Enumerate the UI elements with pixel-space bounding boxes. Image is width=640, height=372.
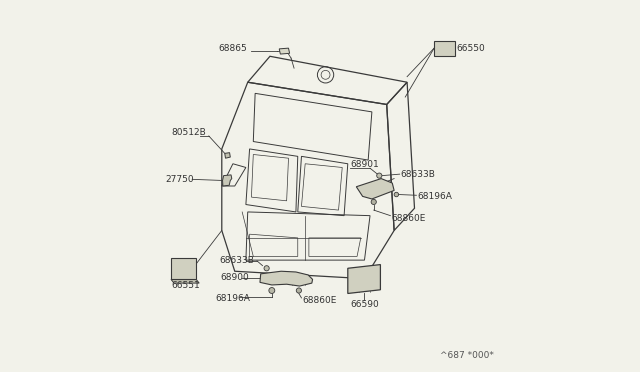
Polygon shape: [171, 258, 196, 279]
Text: 68196A: 68196A: [417, 192, 452, 201]
Circle shape: [264, 266, 269, 271]
Polygon shape: [171, 279, 199, 283]
Circle shape: [394, 192, 399, 197]
Text: 80512B: 80512B: [172, 128, 207, 137]
Polygon shape: [434, 41, 454, 55]
Text: 68196A: 68196A: [215, 294, 250, 303]
Text: 66590: 66590: [351, 300, 380, 309]
Polygon shape: [225, 153, 230, 158]
Polygon shape: [260, 271, 312, 286]
Polygon shape: [348, 264, 380, 294]
Text: 68901: 68901: [351, 160, 380, 169]
Text: 68633B: 68633B: [401, 170, 436, 179]
Circle shape: [371, 199, 376, 205]
Text: 68860E: 68860E: [391, 214, 426, 223]
Circle shape: [377, 173, 382, 178]
Text: 68860E: 68860E: [302, 296, 337, 305]
Text: 27750: 27750: [166, 175, 194, 184]
Polygon shape: [223, 175, 232, 186]
Text: 68900: 68900: [221, 273, 250, 282]
Text: 68865: 68865: [218, 44, 247, 52]
Circle shape: [269, 288, 275, 294]
Text: 66550: 66550: [456, 44, 485, 52]
Text: 68633B: 68633B: [219, 256, 254, 264]
Circle shape: [296, 288, 301, 293]
Text: 66551: 66551: [172, 281, 200, 290]
Polygon shape: [279, 48, 290, 54]
Polygon shape: [356, 179, 394, 199]
Text: ^687 *000*: ^687 *000*: [440, 351, 494, 360]
